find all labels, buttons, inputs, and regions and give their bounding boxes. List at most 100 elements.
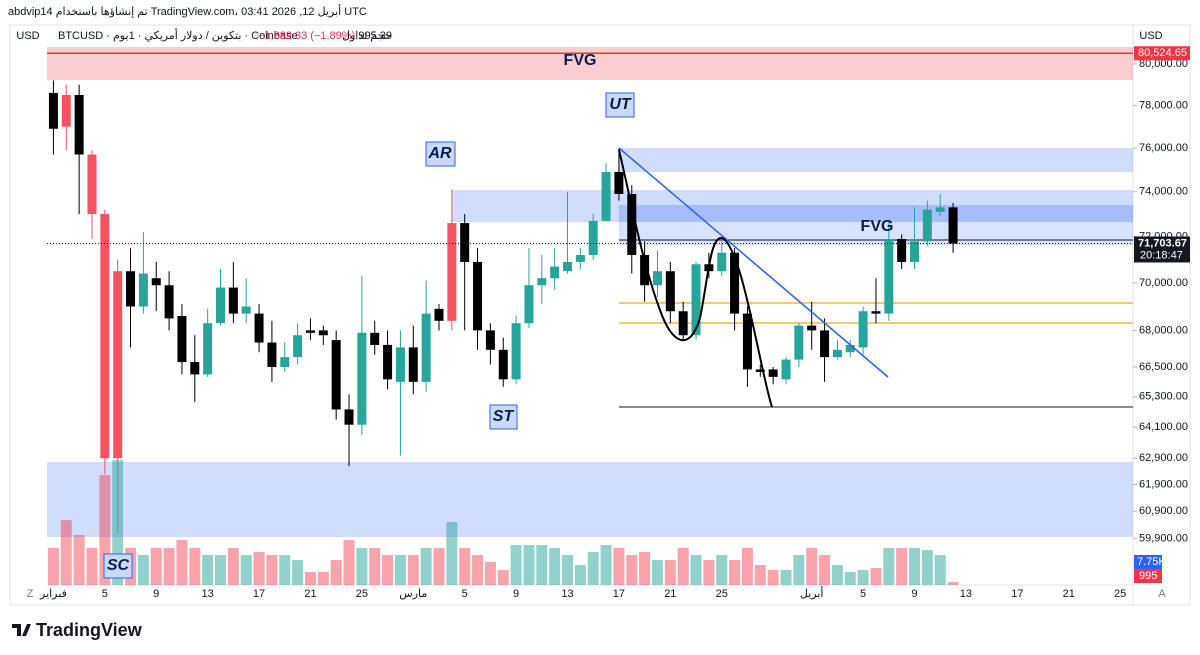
candle-body	[48, 92, 58, 129]
ut-label: UT	[609, 96, 632, 113]
candle-body	[228, 287, 238, 314]
candle-body	[575, 255, 585, 262]
candle-body	[113, 271, 123, 459]
y-tick-label: 78,000.00	[1139, 99, 1188, 111]
fvg-zone-2	[619, 205, 1133, 222]
st-box	[489, 404, 518, 430]
symbol: BTCUSD · بتكوين / دولار أمريكي · 1يوم · …	[58, 28, 298, 42]
currency-left[interactable]: USD	[16, 30, 39, 42]
volume-bar	[382, 555, 394, 585]
x-tick-label: 25	[1114, 588, 1126, 600]
candle-body	[203, 323, 213, 375]
volume-bar	[729, 560, 741, 585]
x-tick-label: 5	[102, 588, 108, 600]
volume-bar	[189, 548, 201, 585]
candle-body	[588, 220, 598, 256]
countdown: 20:18:47	[1140, 249, 1183, 261]
candle-body	[421, 313, 431, 382]
y-tick-label: 61,900.00	[1139, 478, 1188, 490]
volume-bar	[664, 560, 676, 585]
chart-frame	[9, 24, 1191, 606]
volume-bar	[279, 555, 291, 585]
logo-text: TradingView	[36, 620, 143, 640]
volume-bar	[163, 548, 175, 585]
fvg-label: FVG	[861, 218, 894, 235]
ar-zone	[452, 190, 1133, 222]
logo: TradingView	[12, 620, 143, 640]
volume-last-tag	[1134, 569, 1162, 583]
candle-body	[164, 285, 174, 319]
volume-bar	[716, 555, 728, 585]
volume-bar	[420, 548, 432, 585]
axes: 80,000.0078,000.0076,000.0074,000.0072,0…	[39, 46, 1190, 600]
candle-body	[601, 171, 611, 221]
ar-label: AR	[427, 145, 452, 162]
x-tick-label: 25	[716, 588, 728, 600]
candle-body	[498, 349, 508, 380]
volume-bar	[523, 545, 535, 585]
candle-body	[614, 171, 624, 194]
x-tick-label: 13	[202, 588, 214, 600]
candle-body	[781, 359, 791, 380]
volume-bar	[253, 552, 265, 585]
volume-bar	[330, 560, 342, 585]
volume-layer	[47, 460, 959, 585]
auto-button[interactable]: A	[1158, 588, 1166, 600]
volume-bar	[343, 540, 355, 585]
candle-body	[935, 207, 945, 212]
candle-body	[447, 223, 457, 321]
x-tick-label: 13	[960, 588, 972, 600]
y-tick-label: 64,100.00	[1139, 421, 1188, 433]
y-tick-label: 65,300.00	[1139, 391, 1188, 403]
volume-ma-tag	[1134, 555, 1162, 569]
candle-body	[730, 252, 740, 314]
volume-bar	[574, 565, 586, 585]
volume-bar	[99, 475, 111, 585]
candle-body	[138, 273, 148, 307]
volume-bar	[677, 548, 689, 585]
y-tick-label: 76,000.00	[1139, 142, 1188, 154]
candle-body	[678, 311, 688, 336]
x-tick-label: 25	[356, 588, 368, 600]
volume-bar	[793, 555, 805, 585]
fvg-price-tag	[1134, 46, 1190, 61]
volume-bar	[446, 522, 458, 585]
candle-body	[807, 325, 817, 331]
volume-bar	[767, 570, 779, 585]
volume-bar	[394, 555, 406, 585]
volume-bar	[369, 548, 381, 585]
x-tick-label: 9	[911, 588, 917, 600]
volume-bar	[317, 572, 329, 585]
volume-bar	[266, 555, 278, 585]
candle-body	[794, 325, 804, 360]
candle-body	[665, 271, 675, 312]
candle-body	[832, 349, 842, 358]
volume-bar	[909, 548, 921, 585]
candle-body	[563, 261, 573, 272]
y-tick-label: 70,000.00	[1139, 277, 1188, 289]
candle-body	[241, 306, 251, 314]
volume-bar	[741, 548, 753, 585]
candle-body	[717, 252, 727, 272]
volume-value: 995.39	[358, 30, 392, 42]
currency-right[interactable]: USD	[1139, 30, 1162, 42]
sc-box	[103, 553, 133, 579]
sc-label: SC	[107, 557, 130, 574]
candle-body	[331, 340, 341, 410]
fvg-label: FVG	[564, 52, 597, 69]
volume-bar	[947, 582, 959, 585]
fvg-zone-3	[619, 222, 1133, 245]
volume-bar	[819, 555, 831, 585]
volume-bar	[356, 548, 368, 585]
candle-body	[884, 238, 894, 314]
sc-zone	[47, 462, 1133, 537]
x-tick-label: 13	[561, 588, 573, 600]
volume-bar	[47, 548, 59, 585]
volume-bar	[934, 555, 946, 585]
log-button[interactable]: Z	[27, 588, 34, 600]
volume-bar	[831, 565, 843, 585]
volume-bar	[176, 540, 188, 585]
x-tick-label: 21	[304, 588, 316, 600]
volume-bar	[626, 555, 638, 585]
candle-body	[524, 285, 534, 324]
